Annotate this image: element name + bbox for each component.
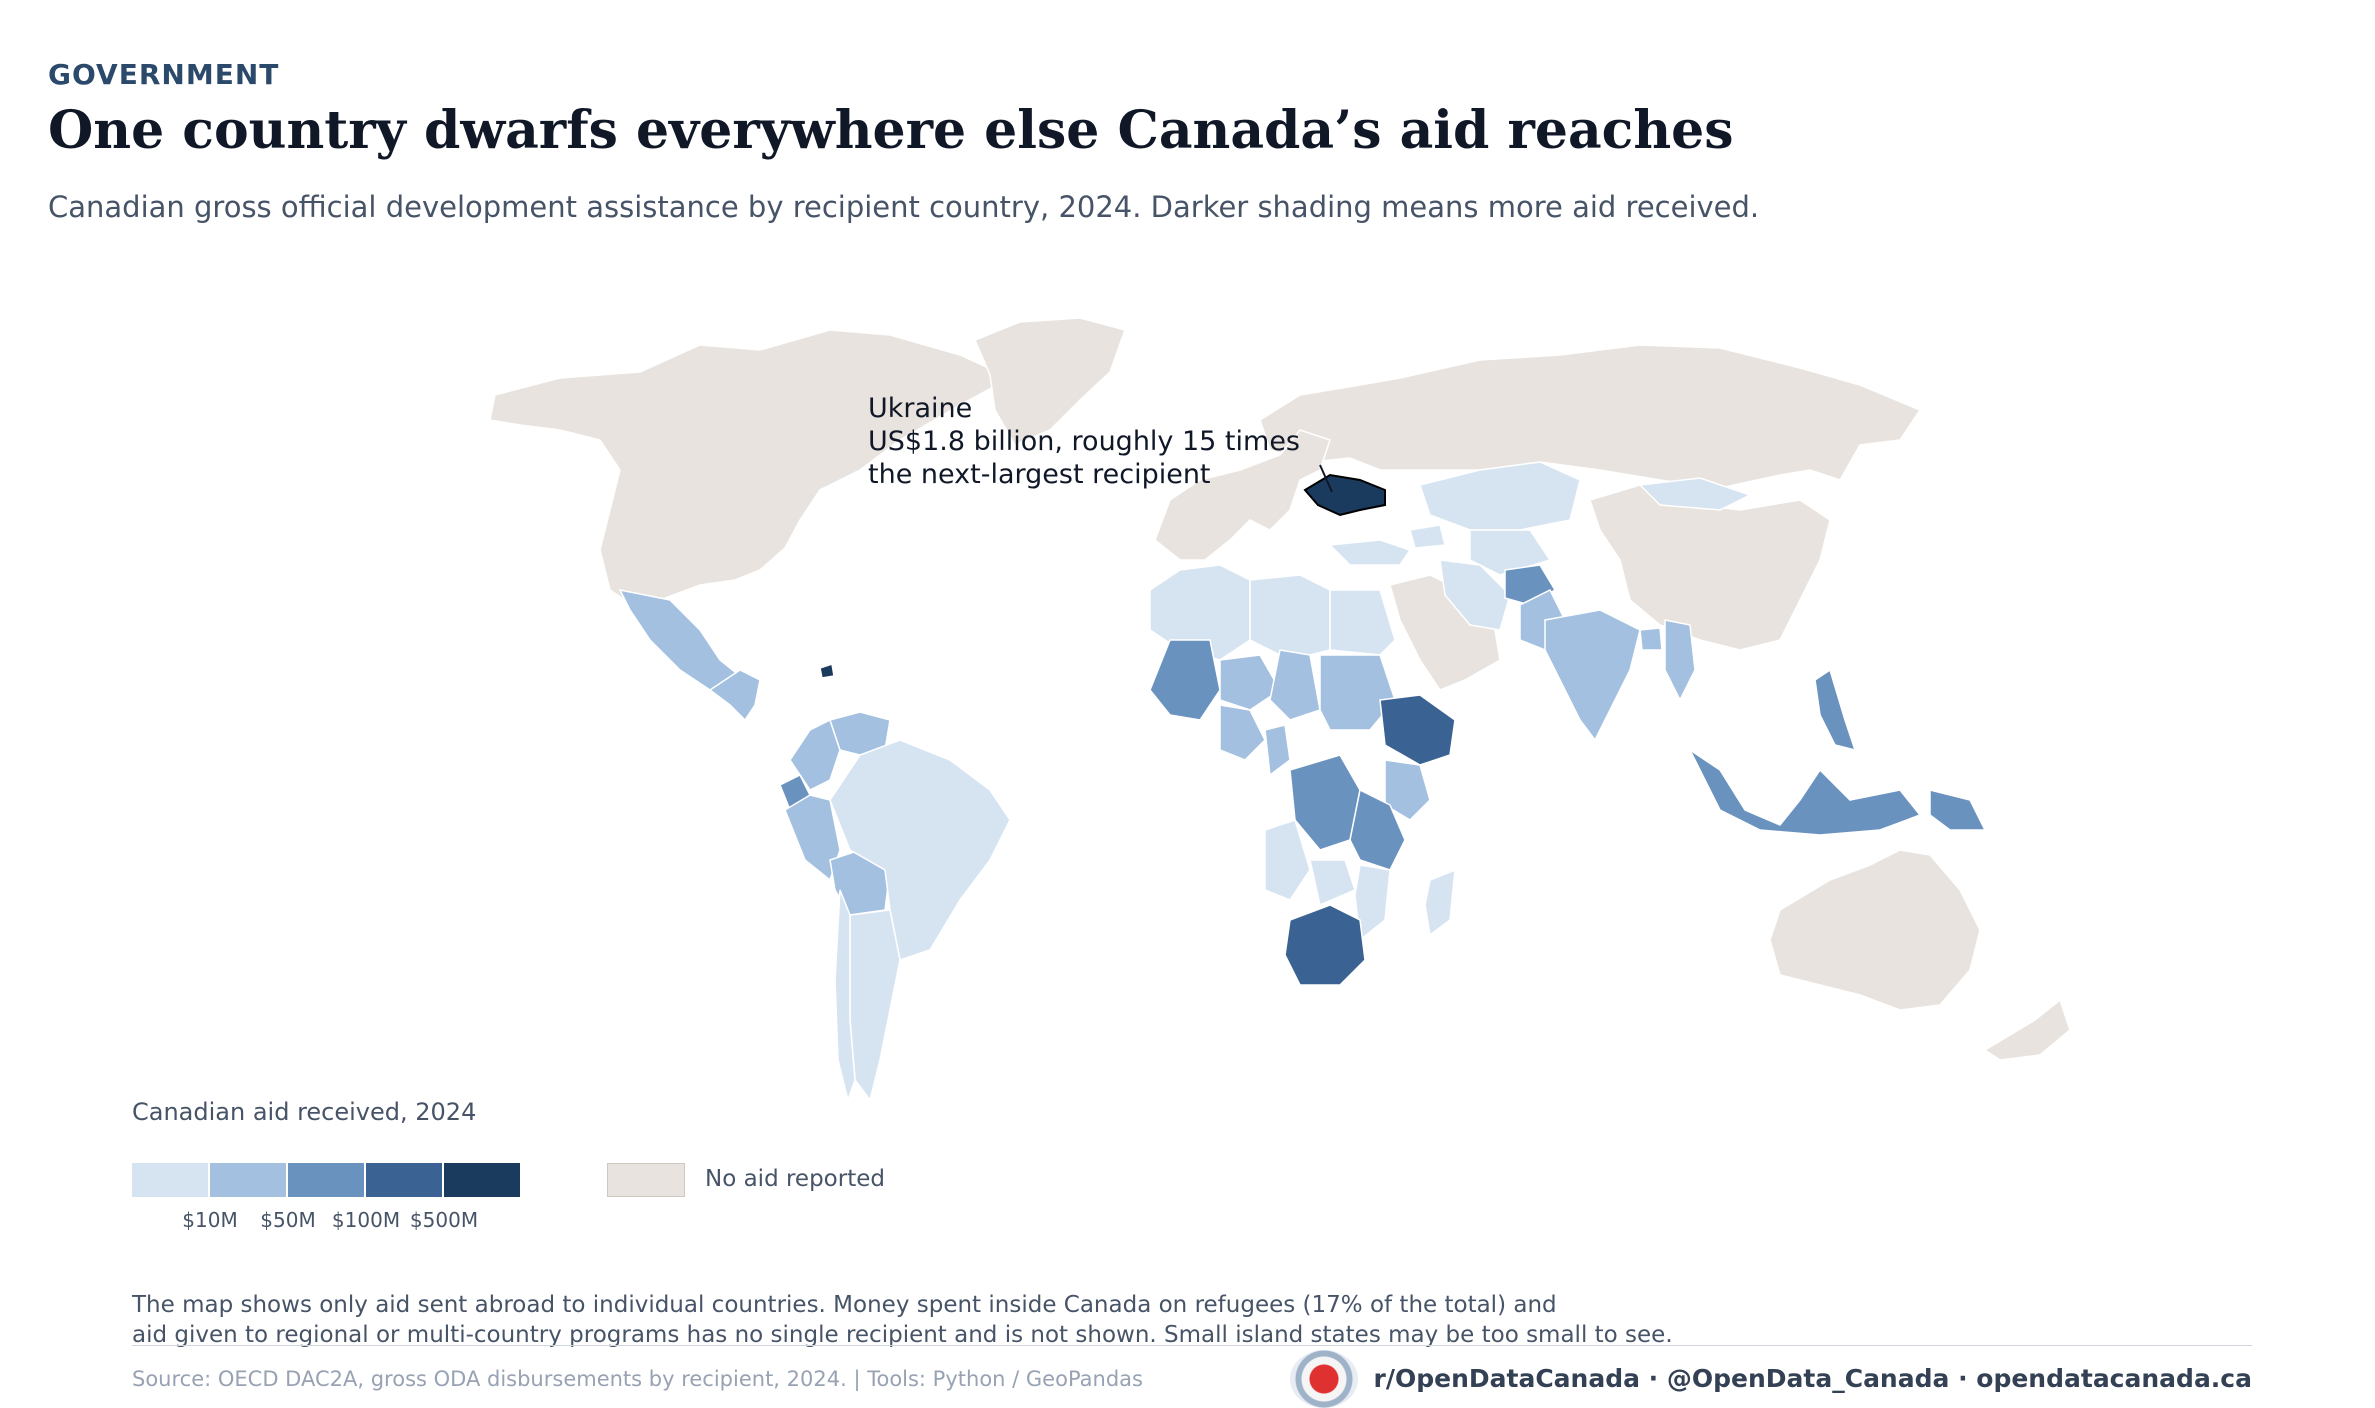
country-angola bbox=[1264, 819, 1311, 901]
page-subtitle: Canadian gross official development assi… bbox=[48, 190, 1760, 224]
kicker: GOVERNMENT bbox=[48, 58, 280, 91]
country-argentina bbox=[849, 909, 901, 1102]
country-haiti bbox=[819, 663, 835, 679]
region-caucasus bbox=[1409, 524, 1446, 549]
region-central-america bbox=[708, 669, 761, 722]
country-australia bbox=[1769, 849, 1981, 1011]
country-sudan bbox=[1319, 654, 1396, 731]
country-papua-new-guinea bbox=[1929, 789, 1987, 831]
country-nigeria bbox=[1219, 704, 1266, 761]
country-russia bbox=[1259, 344, 1922, 489]
country-canada-usa bbox=[489, 329, 1012, 611]
legend-swatch-5 bbox=[444, 1163, 520, 1197]
country-mozambique bbox=[1354, 864, 1391, 942]
country-chile bbox=[834, 889, 856, 1103]
map-note: The map shows only aid sent abroad to in… bbox=[132, 1290, 1812, 1350]
page-title: One country dwarfs everywhere else Canad… bbox=[48, 100, 1734, 161]
source-text: Source: OECD DAC2A, gross ODA disburseme… bbox=[132, 1367, 1143, 1391]
legend-tick-3: $100M bbox=[331, 1208, 401, 1232]
legend-color-scale bbox=[132, 1163, 522, 1197]
country-south-africa bbox=[1284, 904, 1366, 986]
country-kazakhstan bbox=[1419, 461, 1581, 531]
country-cameroon bbox=[1264, 724, 1291, 777]
country-brazil bbox=[829, 739, 1011, 961]
legend-tick-4: $500M bbox=[409, 1208, 479, 1232]
country-zambia bbox=[1309, 859, 1356, 907]
country-ukraine bbox=[1303, 473, 1386, 517]
legend-tick-2: $50M bbox=[260, 1208, 316, 1232]
country-mali bbox=[1149, 639, 1221, 721]
annotation-line-3: the next-largest recipient bbox=[868, 459, 1211, 490]
annotation-line-1: Ukraine bbox=[868, 393, 973, 424]
country-philippines bbox=[1814, 668, 1857, 752]
country-egypt bbox=[1329, 589, 1396, 656]
legend-swatch-2 bbox=[210, 1163, 286, 1197]
legend-ticks: $10M $50M $100M $500M bbox=[132, 1208, 552, 1238]
legend-title: Canadian aid received, 2024 bbox=[132, 1098, 477, 1126]
country-kenya bbox=[1384, 759, 1431, 821]
country-india bbox=[1544, 609, 1641, 742]
ukraine-callout-line bbox=[1319, 464, 1333, 493]
annotation-line-2: US$1.8 billion, roughly 15 times bbox=[868, 426, 1300, 457]
legend-swatch-4 bbox=[366, 1163, 442, 1197]
country-niger bbox=[1219, 654, 1281, 711]
open-data-canada-logo-icon bbox=[1290, 1350, 1358, 1408]
country-new-zealand bbox=[1983, 998, 2071, 1061]
country-myanmar bbox=[1664, 619, 1696, 702]
country-ethiopia bbox=[1379, 694, 1456, 766]
country-madagascar bbox=[1424, 868, 1456, 937]
country-indonesia bbox=[1688, 747, 1922, 836]
legend-tick-1: $10M bbox=[182, 1208, 238, 1232]
no-aid-label: No aid reported bbox=[705, 1166, 885, 1192]
country-greenland bbox=[974, 317, 1126, 446]
no-aid-swatch bbox=[607, 1163, 685, 1197]
country-libya bbox=[1249, 574, 1331, 661]
country-peru bbox=[784, 794, 841, 882]
region-europe bbox=[1154, 429, 1331, 561]
country-chad bbox=[1269, 649, 1321, 721]
social-links: r/OpenDataCanada · @OpenData_Canada · op… bbox=[1373, 1364, 2252, 1393]
country-turkey bbox=[1328, 539, 1412, 566]
legend-swatch-1 bbox=[132, 1163, 208, 1197]
country-iran bbox=[1439, 559, 1511, 631]
ukraine-annotation: Ukraine US$1.8 billion, roughly 15 times… bbox=[868, 392, 1300, 491]
country-bangladesh bbox=[1639, 627, 1663, 651]
legend-swatch-3 bbox=[288, 1163, 364, 1197]
country-mongolia bbox=[1638, 477, 1752, 511]
note-line-2: aid given to regional or multi-country p… bbox=[132, 1322, 1673, 1348]
note-line-1: The map shows only aid sent abroad to in… bbox=[132, 1292, 1557, 1318]
footer-divider bbox=[132, 1345, 2252, 1346]
